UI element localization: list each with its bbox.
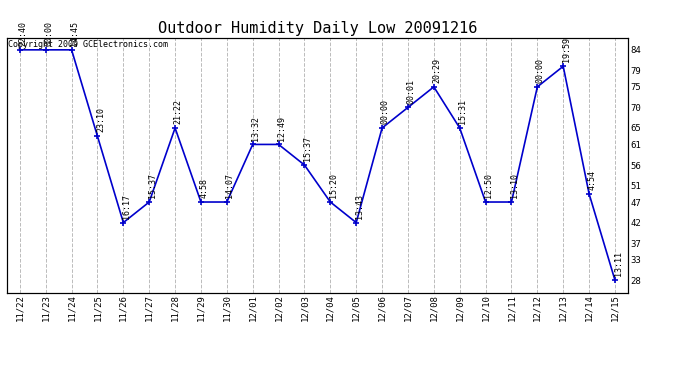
Text: 19:59: 19:59: [562, 38, 571, 63]
Text: 15:31: 15:31: [458, 99, 467, 124]
Text: 4:58: 4:58: [199, 178, 208, 198]
Text: 4:54: 4:54: [588, 170, 597, 190]
Text: 13:10: 13:10: [510, 173, 519, 198]
Text: 12:49: 12:49: [277, 116, 286, 141]
Text: 20:29: 20:29: [433, 58, 442, 83]
Text: 22:40: 22:40: [19, 21, 28, 46]
Text: 13:32: 13:32: [251, 116, 260, 141]
Text: 15:20: 15:20: [329, 173, 338, 198]
Text: Copyright 2009 GCElectronics.com: Copyright 2009 GCElectronics.com: [8, 40, 168, 49]
Text: 13:43: 13:43: [355, 194, 364, 219]
Title: Outdoor Humidity Daily Low 20091216: Outdoor Humidity Daily Low 20091216: [158, 21, 477, 36]
Text: 16:17: 16:17: [122, 194, 131, 219]
Text: 00:01: 00:01: [406, 79, 415, 104]
Text: 15:37: 15:37: [148, 173, 157, 198]
Text: 00:00: 00:00: [381, 99, 390, 124]
Text: 15:37: 15:37: [303, 136, 312, 161]
Text: 14:07: 14:07: [226, 173, 235, 198]
Text: 14:45: 14:45: [70, 21, 79, 46]
Text: 21:22: 21:22: [174, 99, 183, 124]
Text: 00:00: 00:00: [44, 21, 53, 46]
Text: 13:11: 13:11: [613, 251, 622, 276]
Text: 12:50: 12:50: [484, 173, 493, 198]
Text: 23:10: 23:10: [96, 107, 105, 132]
Text: 00:00: 00:00: [536, 58, 545, 83]
